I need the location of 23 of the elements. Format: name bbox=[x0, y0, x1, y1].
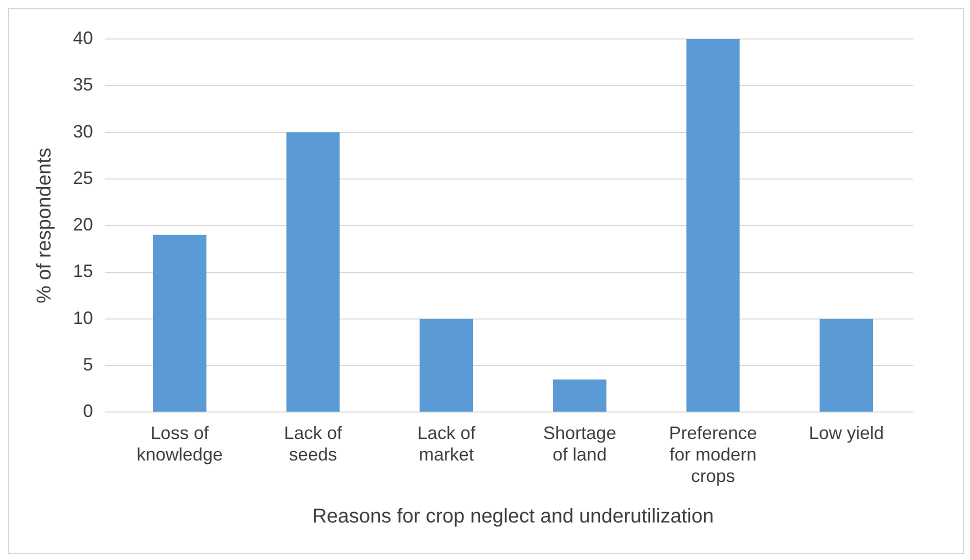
y-tick-label: 5 bbox=[83, 354, 94, 375]
bar bbox=[686, 39, 740, 412]
x-tick-label: Low yield bbox=[808, 422, 884, 443]
y-tick-label: 35 bbox=[72, 74, 94, 95]
y-tick-label: 40 bbox=[72, 28, 94, 48]
y-tick-label: 25 bbox=[72, 168, 94, 188]
bar bbox=[420, 318, 474, 412]
y-tick-label: 15 bbox=[72, 261, 94, 282]
bar bbox=[286, 132, 340, 412]
y-tick-label: 20 bbox=[72, 214, 94, 235]
x-tick-label: Lack of seeds bbox=[284, 422, 344, 465]
bar bbox=[553, 380, 606, 412]
x-axis-title: Reasons for crop neglect and underutilization bbox=[312, 506, 714, 528]
bar bbox=[153, 234, 206, 412]
y-axis-title: % of respondents bbox=[34, 148, 56, 304]
x-tick-label: Loss of knowledge bbox=[136, 422, 223, 465]
x-tick-label: Preference for modern crops bbox=[668, 422, 758, 486]
y-tick-label: 30 bbox=[72, 121, 94, 142]
x-tick-label: Lack of market bbox=[417, 422, 476, 465]
x-tick-label: Shortage of land bbox=[543, 422, 616, 465]
y-tick-label: 10 bbox=[72, 308, 94, 328]
bar bbox=[820, 318, 873, 412]
y-tick-label: 0 bbox=[83, 401, 94, 422]
